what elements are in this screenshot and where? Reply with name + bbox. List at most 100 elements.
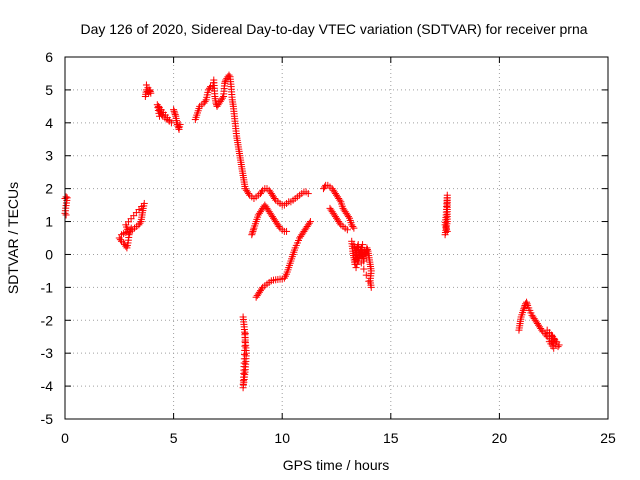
data-point [258,285,266,293]
data-point [248,229,256,237]
data-point [116,236,124,244]
data-point [350,224,358,232]
data-point [357,247,365,255]
plot-frame [64,56,609,420]
data-point [306,218,314,226]
data-point [201,97,209,105]
data-series-t10 [326,204,351,234]
data-point [365,277,373,285]
data-series-t0 [61,193,71,219]
data-point [249,227,257,235]
data-point [218,94,226,102]
data-series-t4 [170,106,184,133]
data-series-t11 [348,237,375,291]
y-tick-label: 5 [45,82,53,98]
x-tick-label: 10 [274,430,290,446]
data-point [554,343,562,351]
y-tick-label: 2 [45,181,53,197]
x-tick-label: 15 [383,430,399,446]
data-point [249,226,257,234]
data-point [174,124,182,132]
data-point [519,306,527,314]
data-point [155,109,163,117]
data-point [245,190,253,198]
data-point [355,254,363,262]
data-point [225,71,233,79]
data-series-t3 [153,101,175,127]
y-tick-label: 1 [45,214,53,230]
data-point [523,298,531,306]
data-point [258,188,266,196]
data-point [155,112,163,120]
data-point [358,244,366,252]
x-axis-label: GPS time / hours [283,457,390,473]
data-series-t7 [248,201,291,239]
data-point [146,88,154,96]
data-point [359,241,367,249]
data-point [304,190,312,198]
data-point [336,196,344,204]
grid [65,57,608,419]
data-point [173,119,181,127]
y-tick-label: 3 [45,148,53,164]
data-point [271,195,279,203]
data-series-t2 [141,81,155,100]
data-point [275,222,283,230]
data-point [336,219,344,227]
data-point [362,271,370,279]
data-point [248,231,256,239]
x-tick-label: 25 [600,430,616,446]
data-series-t6 [239,313,250,392]
data-point [352,264,360,272]
y-tick-label: -3 [41,345,54,361]
data-point [354,242,362,250]
data-point [153,101,161,109]
data-point [550,344,558,352]
data-point [349,222,357,230]
y-tick-label: 0 [45,246,53,262]
y-axis-label: SDTVAR / TECUs [5,182,21,294]
y-tick-label: -4 [41,378,54,394]
data-point [221,79,229,87]
axis-ticks: -5 -4 -3 -2 -1 0 1 2 3 4 5 6 0 5 10 15 20 25 [41,49,616,446]
x-tick-label: 0 [61,430,69,446]
x-tick-label: 5 [170,430,178,446]
data-series-t1 [115,199,148,252]
data-point [354,257,362,265]
data-point [360,265,368,273]
y-tick-label: -5 [41,411,54,427]
data-series-t12 [441,191,451,239]
data-point [363,246,371,254]
data-point [551,336,559,344]
data-point [136,219,144,227]
y-tick-label: 4 [45,115,53,131]
data-point [176,120,184,128]
data-series-t5 [191,71,312,209]
data-point [443,227,451,235]
data-point [305,219,313,227]
data-point [170,106,178,114]
data-point [62,193,70,201]
y-tick-label: -1 [41,279,54,295]
data-point [171,111,179,119]
data-point [62,211,70,219]
data-point [343,226,351,234]
y-tick-label: 6 [45,49,53,65]
data-points [61,71,563,392]
x-tick-label: 20 [492,430,508,446]
data-point [356,250,364,258]
data-point [367,283,375,291]
data-point [520,305,528,313]
data-point [117,231,125,239]
data-point [344,213,352,221]
y-tick-label: -2 [41,312,54,328]
data-point [353,260,361,268]
data-point [283,227,291,235]
data-point [241,329,249,337]
data-series-t8 [252,218,314,301]
data-point [154,104,162,112]
chart-title: Day 126 of 2020, Sidereal Day-to-day VTE… [80,21,587,37]
data-point [170,107,178,115]
data-point [171,109,179,117]
